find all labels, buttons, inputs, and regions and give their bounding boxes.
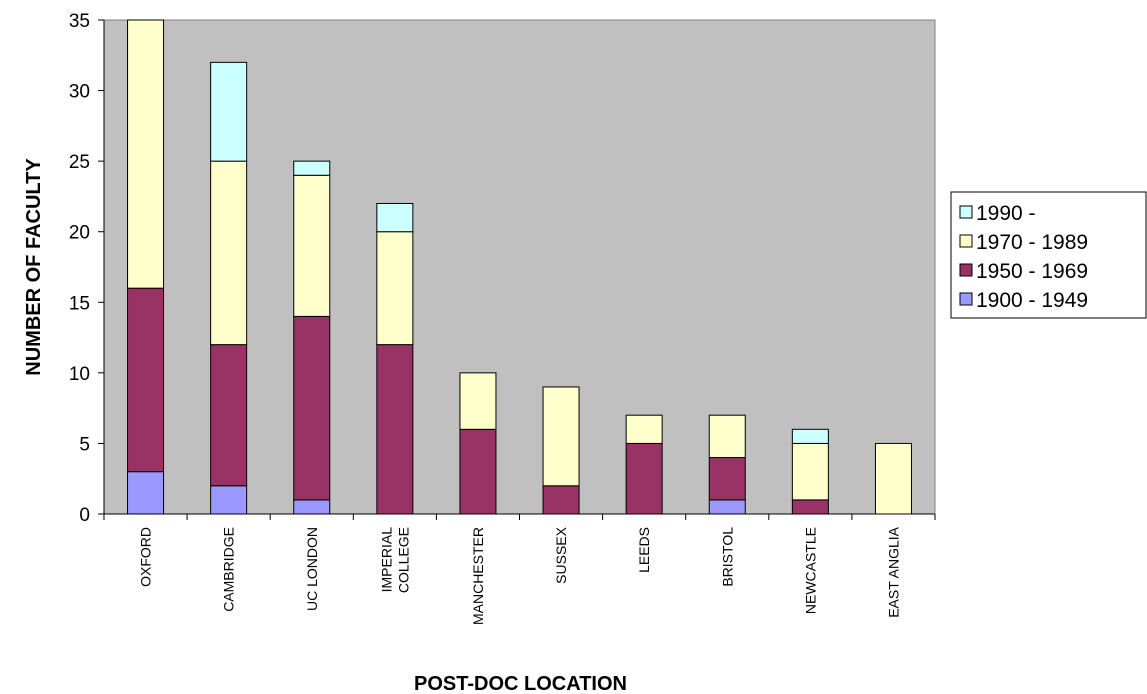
bar-sussex-series-2 [542,386,580,487]
y-tick-label: 0 [79,505,90,526]
bar-cambridge-series-2 [210,160,248,346]
bar-oxford-series-1 [127,287,165,473]
y-tick-label: 30 [69,82,90,103]
y-tick-label: 20 [69,223,90,244]
legend-label: 1990 - [976,202,1036,225]
x-category-label: UC LONDON [304,527,320,611]
x-category-label: CAMBRIDGE [221,527,237,612]
bar-cambridge-series-3 [210,61,248,162]
legend-swatch [959,292,973,306]
bar-oxford-series-0 [127,471,165,515]
bar-imperial-college-series-1 [376,344,414,515]
bar-uc-london-series-2 [293,174,331,317]
bar-oxford-series-2 [127,19,165,289]
x-category-label: OXFORD [138,527,154,587]
bar-manchester-series-1 [459,428,497,515]
bar-bristol-series-2 [708,414,746,459]
bar-east-anglia-series-2 [874,442,912,515]
bar-cambridge-series-0 [210,485,248,515]
bar-sussex-series-1 [542,485,580,515]
bar-uc-london-series-3 [293,160,331,176]
bar-newcastle-series-2 [791,442,829,501]
legend-swatch [959,234,973,248]
bar-imperial-college-series-3 [376,202,414,233]
bar-newcastle-series-1 [791,499,829,515]
bar-bristol-series-0 [708,499,746,515]
x-category-label: COLLEGE [395,527,411,593]
bar-newcastle-series-3 [791,428,829,444]
x-category-label: SUSSEX [553,526,569,583]
y-axis: 0 5 10 15 20 25 30 35 [69,11,105,526]
y-tick-label: 10 [69,364,90,385]
x-category-label: NEWCASTLE [802,527,818,614]
x-axis-title: POST-DOC LOCATION [414,673,627,694]
y-tick-label: 35 [69,11,90,32]
x-axis: OXFORD CAMBRIDGE UC LONDON IMPERIAL COLLEGE M… [103,513,936,625]
x-category-label: EAST ANGLIA [885,526,901,617]
x-category-label: IMPERIAL [378,527,394,593]
bar-leeds-series-1 [625,442,663,515]
legend-swatch [959,263,973,277]
bar-manchester-series-2 [459,372,497,430]
legend-box [950,191,1147,319]
y-axis-title: NUMBER OF FACULTY [23,158,45,376]
bar-bristol-series-1 [708,457,746,501]
x-category-label: MANCHESTER [470,527,486,625]
bar-uc-london-series-1 [293,315,331,501]
x-category-label: BRISTOL [719,527,735,587]
bar-uc-london-series-0 [293,499,331,515]
legend-swatch [959,205,973,219]
y-tick-label: 25 [69,152,90,173]
bar-leeds-series-2 [625,414,663,444]
legend-label: 1970 - 1989 [976,231,1088,254]
x-category-label: LEEDS [636,527,652,573]
bar-cambridge-series-1 [210,344,248,487]
legend-label: 1950 - 1969 [976,260,1088,283]
y-tick-label: 5 [79,434,90,455]
bar-imperial-college-series-2 [376,231,414,346]
bars-group [127,19,912,515]
y-tick-label: 15 [69,293,90,314]
legend-label: 1900 - 1949 [976,289,1088,312]
legend: 1990 - 1970 - 1989 1950 - 1969 1900 - 1949 [950,191,1147,319]
